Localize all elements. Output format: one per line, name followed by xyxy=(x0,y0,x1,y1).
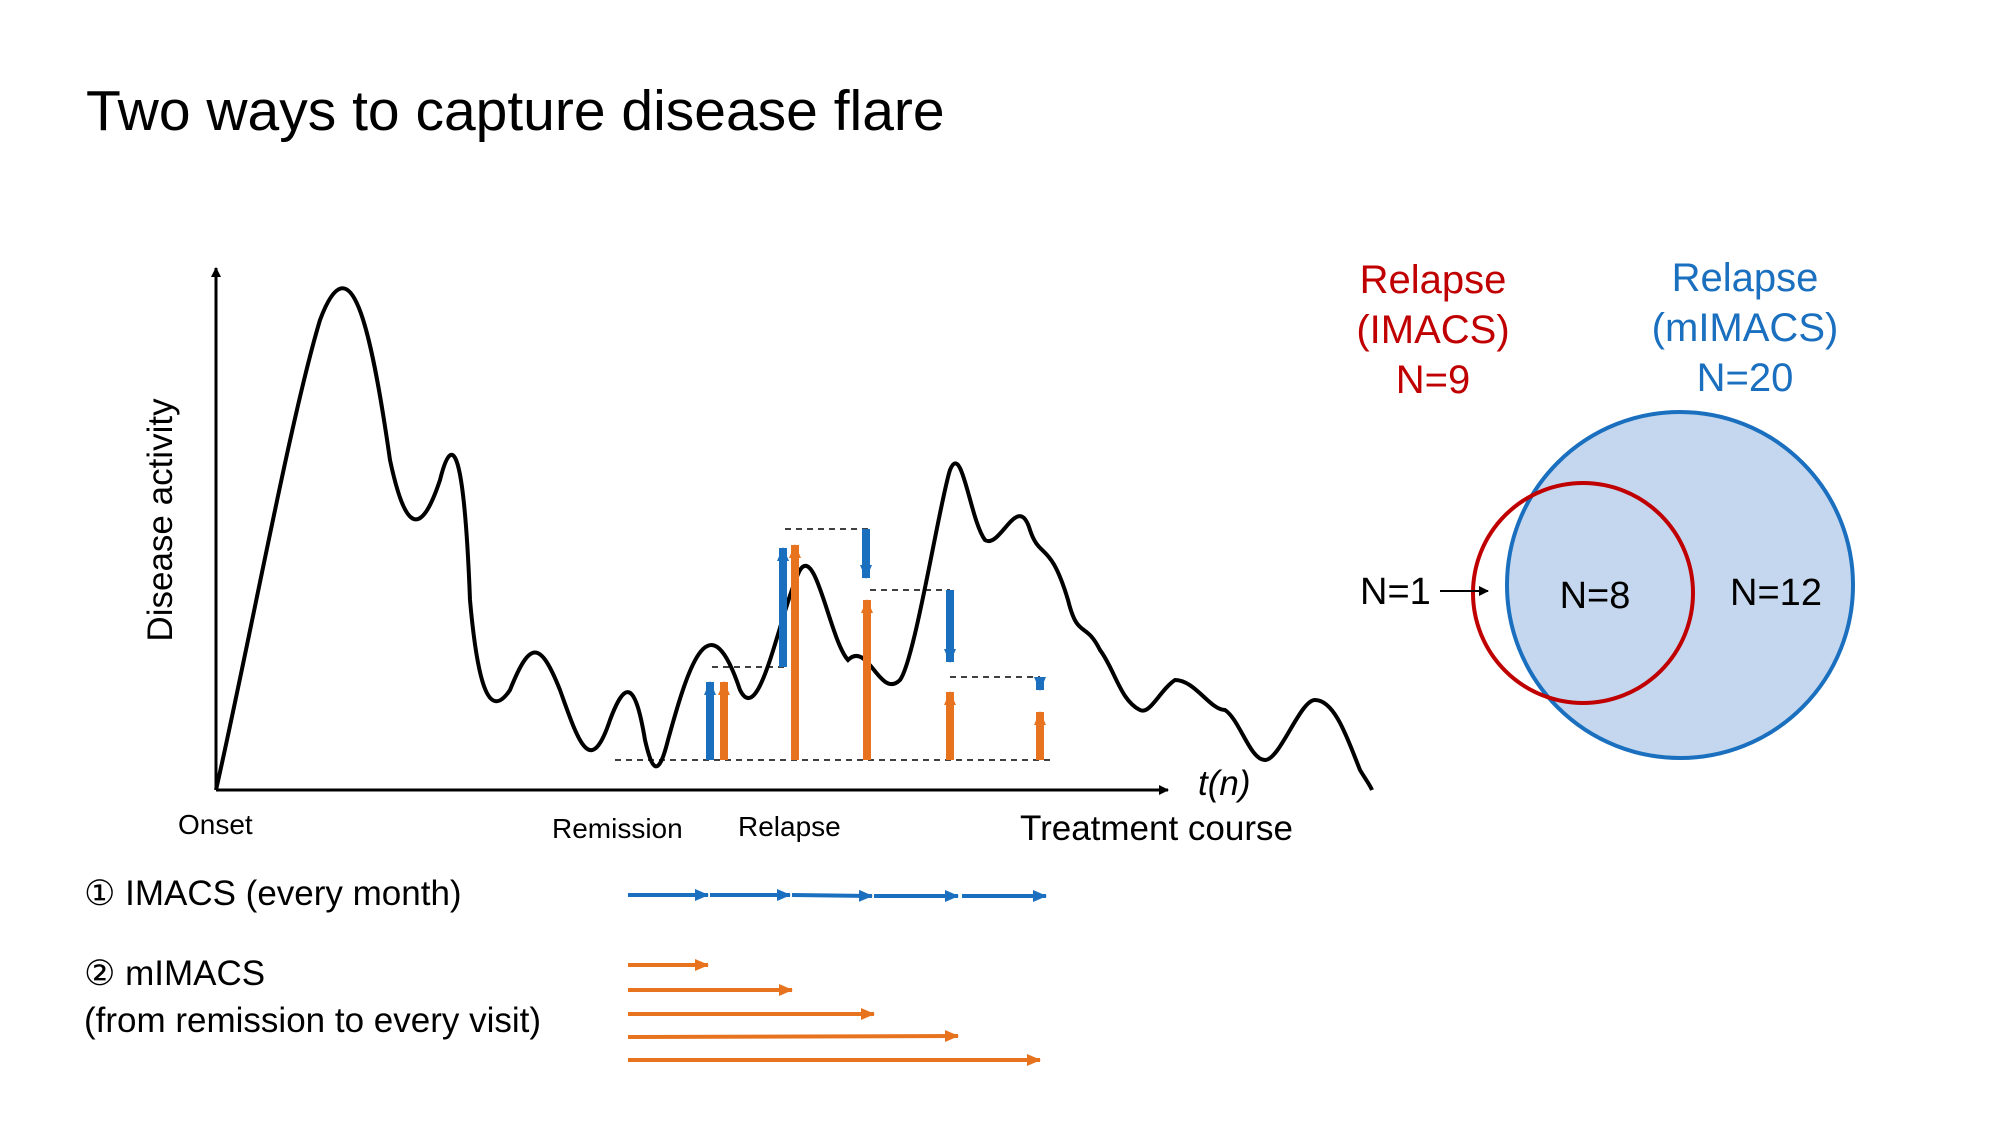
mimacs-interval-4 xyxy=(627,1030,959,1043)
legend-mimacs-label: ② mIMACS xyxy=(84,954,265,993)
venn-mimacs-title-2: (mIMACS) xyxy=(1652,306,1839,350)
venn-imacs-circle xyxy=(1471,481,1695,705)
legend-mimacs-sublabel: (from remission to every visit) xyxy=(84,1001,541,1040)
imacs-change-arrows xyxy=(704,529,1046,760)
y-axis-label: Disease activity xyxy=(141,398,180,642)
dashed-reference-lines xyxy=(615,528,1050,761)
relapse-label: Relapse xyxy=(738,811,841,842)
venn-mimacs-title-1: Relapse xyxy=(1672,256,1819,300)
mimacs-cumulative-arrows xyxy=(627,959,1041,1066)
venn-only-imacs-count: N=1 xyxy=(1360,571,1431,613)
venn-imacs-title-3: N=9 xyxy=(1396,358,1471,402)
venn-diagram: Relapse (IMACS) N=9 Relapse (mIMACS) N=2… xyxy=(1356,256,1855,760)
venn-imacs-title-1: Relapse xyxy=(1360,258,1507,302)
mimacs-change-arrows xyxy=(718,544,1046,760)
imacs-monthly-arrows xyxy=(628,889,1047,902)
remission-label: Remission xyxy=(552,813,683,844)
page-title: Two ways to capture disease flare xyxy=(86,79,945,143)
imacs-interval-3 xyxy=(791,889,873,902)
venn-imacs-title-2: (IMACS) xyxy=(1356,308,1509,352)
onset-label: Onset xyxy=(178,809,253,840)
x-axis-variable: t(n) xyxy=(1198,764,1251,803)
venn-mimacs-title-3: N=20 xyxy=(1697,356,1794,400)
venn-mimacs-circle xyxy=(1505,410,1855,760)
legend-imacs-label: ① IMACS (every month) xyxy=(84,874,462,913)
x-axis-label: Treatment course xyxy=(1020,809,1293,848)
venn-only-mimacs-count: N=12 xyxy=(1730,572,1822,614)
axes xyxy=(211,267,1169,795)
venn-overlap-count: N=8 xyxy=(1560,575,1631,617)
